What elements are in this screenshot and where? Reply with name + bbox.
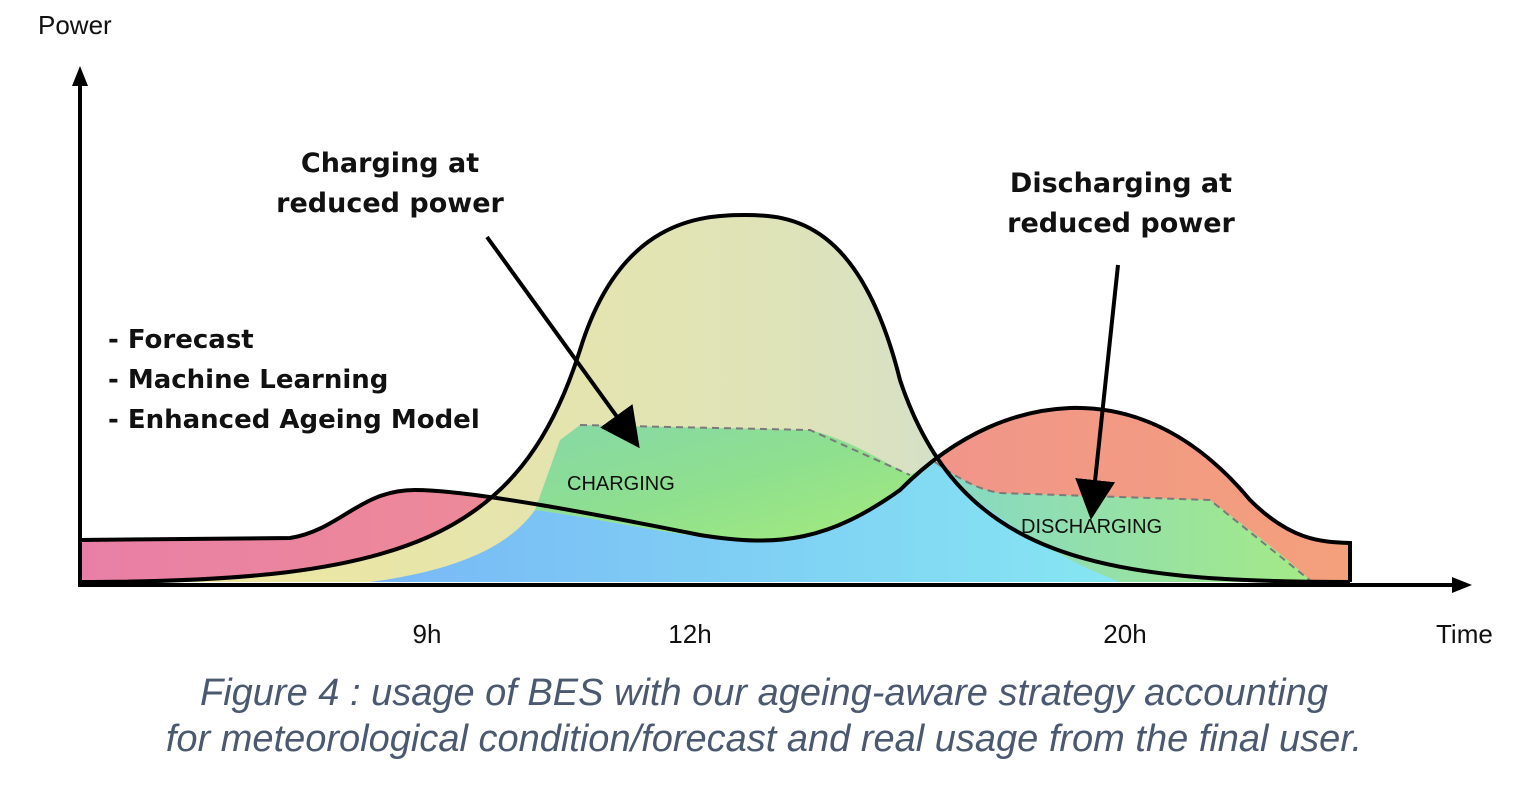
- method-list-item-ageing-model: - Enhanced Ageing Model: [108, 405, 480, 435]
- discharging-annotation-line1: Discharging at: [1010, 168, 1232, 199]
- self-consumption-area: [370, 462, 1120, 582]
- x-axis-label: Time: [1436, 619, 1493, 649]
- discharging-annotation-arrow: [1075, 264, 1120, 520]
- charging-annotation-line1: Charging at: [301, 148, 479, 179]
- charging-reduced-line: [579, 424, 911, 476]
- discharging-zone-label: DISCHARGING: [1021, 516, 1162, 538]
- production-curve: [79, 212, 1351, 584]
- figure-caption-line1: Figure 4 : usage of BES with our ageing-…: [200, 672, 1328, 714]
- consumption-curve: [78, 405, 1352, 582]
- method-list-item-machine-learning: - Machine Learning: [108, 365, 388, 395]
- tick-9h: 9h: [413, 619, 442, 649]
- discharging-annotation-line2: reduced power: [1007, 208, 1235, 239]
- x-axis-arrowhead: [1452, 577, 1472, 593]
- method-list-item-forecast: - Forecast: [108, 325, 254, 355]
- charging-annotation-line2: reduced power: [276, 188, 504, 219]
- tick-20h: 20h: [1103, 619, 1146, 649]
- tick-12h: 12h: [668, 619, 711, 649]
- charging-zone-label: CHARGING: [567, 473, 675, 495]
- discharging-zone: [935, 462, 1312, 582]
- charging-zone: [535, 425, 935, 541]
- y-axis-label: Power: [38, 10, 112, 40]
- production-area: [80, 215, 1350, 582]
- figure-caption-line2: for meteorological condition/forecast an…: [165, 718, 1363, 760]
- charging-annotation-arrow: [485, 235, 640, 449]
- discharging-reduced-line: [934, 461, 1313, 583]
- y-axis-arrowhead: [72, 66, 88, 86]
